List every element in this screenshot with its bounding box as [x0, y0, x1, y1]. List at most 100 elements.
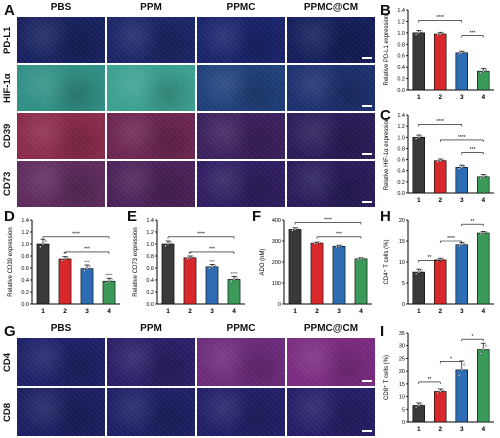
x-tick-label: 2: [438, 308, 442, 315]
row-label-2: CD39: [2, 123, 13, 149]
micrograph-tile: [106, 64, 196, 112]
x-tick-label: 4: [359, 308, 363, 315]
y-tick-label: 1.0: [146, 242, 154, 248]
y-axis-label: Relative HIF-1α expression: [384, 118, 390, 191]
x-tick-label: 1: [417, 426, 421, 433]
significance-label: ****: [447, 236, 455, 242]
bar-4: [477, 70, 490, 91]
panel-label-c: C: [380, 107, 391, 124]
y-tick-label: 0: [402, 302, 405, 308]
significance-label: ****: [197, 232, 205, 238]
micrograph-tile: [106, 387, 196, 437]
data-point: [441, 31, 444, 35]
scale-bar: [362, 430, 372, 432]
bar-4: [477, 232, 490, 305]
panel-label-b: B: [380, 2, 391, 19]
x-tick-label: 3: [337, 308, 341, 315]
data-point: [420, 30, 423, 33]
y-tick-label: 1.0: [397, 135, 405, 141]
column-header-1: PPM: [140, 2, 162, 13]
y-tick-label: 300: [272, 239, 281, 245]
bar-3: [205, 266, 219, 305]
data-point: [482, 231, 485, 235]
significance-label: ****: [72, 232, 80, 238]
data-point: [235, 276, 238, 279]
significance-label: **: [428, 377, 432, 383]
column-header-3: PPMC@CM: [303, 2, 359, 13]
y-tick-label: 0.0: [21, 302, 29, 308]
scale-bar: [362, 105, 372, 107]
data-point: [420, 269, 423, 272]
panel-g-micrograph-grid: PBS PPM PPMC PPMC@CM CD4 CD8: [0, 320, 380, 438]
data-point: [340, 244, 343, 247]
bar-1: [288, 229, 302, 305]
micrograph-tile: [196, 160, 286, 208]
panel-label-d: D: [4, 208, 15, 225]
bar-1: [412, 271, 425, 305]
bar-significance-label: ***: [209, 259, 215, 264]
bar-2: [310, 242, 324, 305]
data-point: [188, 256, 192, 259]
x-tick-label: 4: [481, 94, 485, 101]
panel-label-h: H: [380, 208, 391, 225]
micrograph-tile: [16, 337, 106, 387]
data-point: [210, 265, 214, 268]
y-tick-label: 1.4: [397, 8, 405, 14]
data-point: [458, 244, 461, 248]
micrograph-tile: [106, 337, 196, 387]
bar-2: [183, 257, 197, 305]
y-tick-label: 0.8: [21, 254, 29, 260]
x-tick-label: 3: [460, 94, 464, 101]
bar-2: [434, 33, 447, 91]
data-point: [479, 352, 482, 355]
y-tick-label: 25: [399, 356, 405, 362]
bar-significance-label: ****: [105, 273, 112, 278]
x-tick-label: 1: [417, 197, 421, 204]
data-point: [293, 228, 297, 231]
data-point: [417, 404, 420, 407]
data-point: [357, 258, 360, 261]
bar-1: [36, 243, 50, 305]
y-tick-label: 15: [399, 382, 405, 388]
y-tick-label: 1.4: [397, 113, 405, 119]
y-tick-label: 100: [272, 281, 281, 287]
micrograph-tile: [286, 387, 376, 437]
significance-label: *: [450, 356, 452, 362]
x-tick-label: 2: [438, 197, 442, 204]
bar-3: [455, 369, 468, 423]
data-point: [164, 244, 167, 247]
data-point: [39, 245, 42, 248]
panel-label-a: A: [4, 2, 15, 19]
micrograph-tile: [196, 387, 286, 437]
data-point: [463, 363, 466, 366]
data-point: [484, 230, 487, 234]
data-point: [460, 368, 463, 371]
panel-a-micrograph-grid: PBS PPM PPMC PPMC@CM PD-L1 HIF-1α CD39 CD73: [0, 0, 380, 215]
data-point: [61, 259, 64, 262]
y-tick-label: 30: [399, 344, 405, 350]
data-point: [458, 52, 461, 55]
y-axis-label: Relative CD73 expression: [133, 227, 139, 296]
y-tick-label: 0.6: [397, 158, 405, 164]
data-point: [482, 70, 485, 73]
bar-4: [477, 176, 490, 194]
data-point: [441, 158, 444, 161]
y-tick-label: 35: [399, 331, 405, 337]
data-point: [484, 344, 487, 347]
row-label-1: CD8: [2, 402, 13, 422]
bar-1: [412, 136, 425, 194]
y-tick-label: 1.0: [397, 31, 405, 37]
scale-bar: [362, 57, 372, 59]
data-point: [460, 243, 463, 246]
bar-1: [161, 243, 175, 305]
y-tick-label: 0.6: [21, 266, 29, 272]
data-point: [66, 256, 69, 259]
y-tick-label: 200: [272, 260, 281, 266]
y-tick-label: 1.2: [397, 19, 405, 25]
significance-label: ***: [470, 30, 476, 36]
x-tick-label: 3: [85, 308, 89, 315]
y-tick-label: 0.0: [397, 88, 405, 94]
significance-label: ****: [436, 119, 444, 125]
